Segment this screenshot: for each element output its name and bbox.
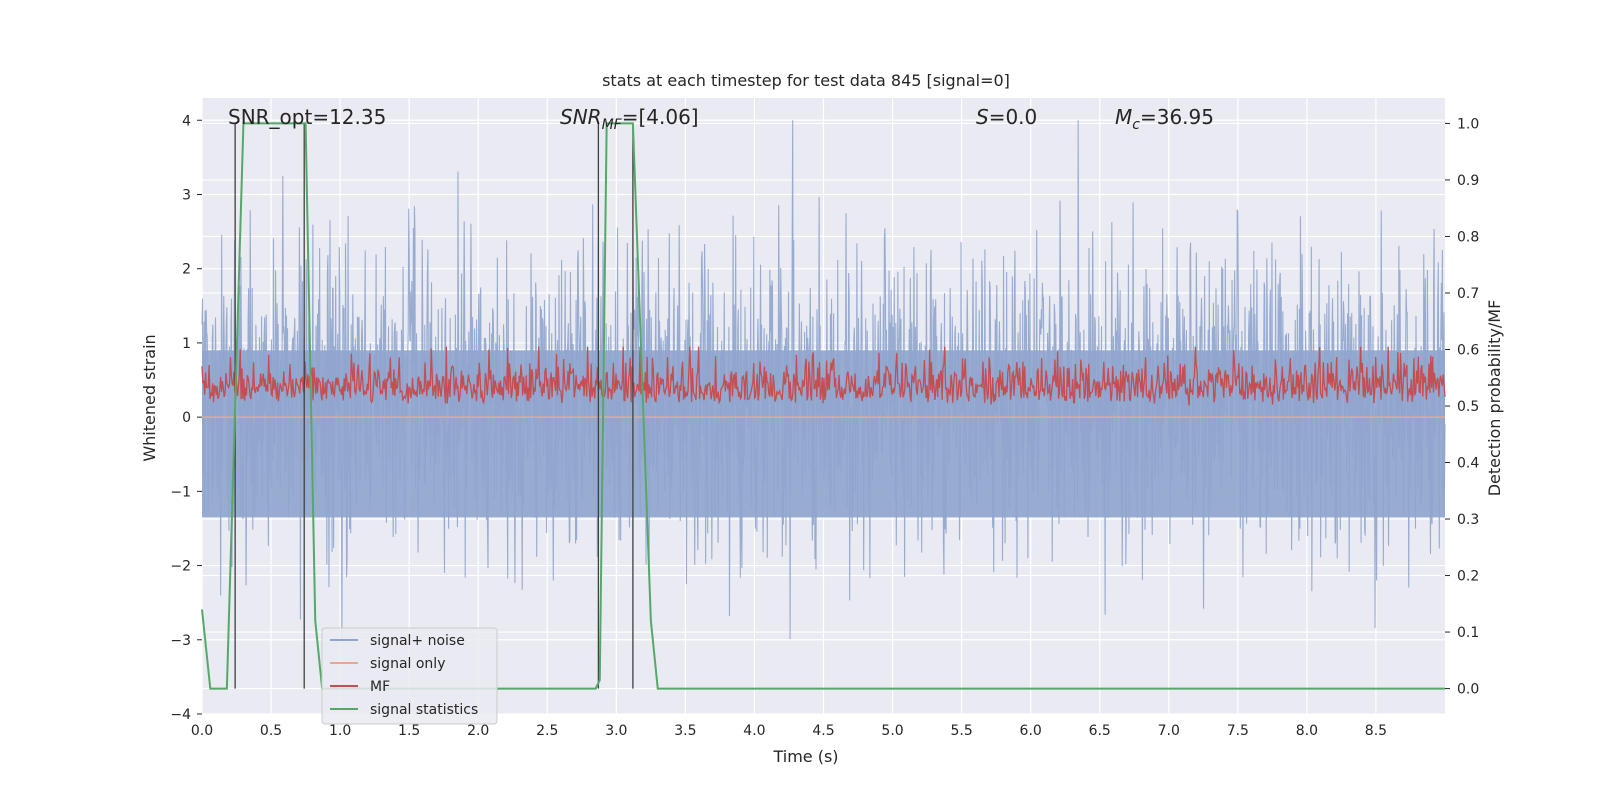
annotation-mc: Mc=36.95 (1115, 105, 1214, 133)
y2-tick-label: 0.6 (1457, 342, 1479, 358)
legend-box (321, 627, 498, 725)
mf-trace (201, 346, 1446, 406)
x-tick-label: 6.5 (1089, 723, 1111, 739)
annotation-mc-sub: c (1132, 117, 1140, 133)
x-tick-label: 7.0 (1158, 723, 1180, 739)
y-axis-ticks: 4 3 2 1 0 −1 −2 −3 −4 (170, 113, 202, 723)
y2-tick-label: 0.8 (1457, 229, 1479, 245)
annotation-snr-mf-value: =[4.06] (622, 105, 699, 129)
x-tick-label: 8.0 (1296, 723, 1318, 739)
x-tick-label: 0.0 (191, 723, 213, 739)
y2-tick-label: 0.1 (1457, 625, 1479, 641)
y-tick-label: −1 (170, 484, 191, 500)
y2-tick-label: 0.3 (1457, 512, 1479, 528)
y-tick-label: −2 (170, 559, 191, 575)
annotation-mc-value: =36.95 (1140, 105, 1214, 129)
y2-axis-ticks: 1.0 0.9 0.8 0.7 0.6 0.5 0.4 0.3 0.2 0.1 0.0 (1445, 116, 1479, 698)
x-tick-label: 8.5 (1365, 723, 1387, 739)
x-tick-label: 2.0 (467, 723, 489, 739)
x-tick-label: 1.5 (398, 723, 420, 739)
x-tick-label: 6.0 (1020, 723, 1042, 739)
x-tick-label: 5.0 (881, 723, 903, 739)
y-tick-label: 2 (182, 262, 191, 278)
annotation-snr-mf: SNRMF=[4.06] (560, 105, 699, 133)
x-tick-label: 7.5 (1227, 723, 1249, 739)
x-tick-label: 1.0 (329, 723, 351, 739)
annotation-s-value: =0.0 (989, 105, 1038, 129)
x-tick-label: 2.5 (536, 723, 558, 739)
y-tick-label: −4 (170, 707, 191, 723)
y-tick-label: 4 (182, 113, 191, 129)
y2-tick-label: 0.5 (1457, 399, 1479, 415)
legend-label-stats: signal statistics (370, 702, 478, 718)
x-tick-label: 3.5 (674, 723, 696, 739)
annotation-mc-name: M (1115, 105, 1132, 129)
annotation-s-name: S (976, 105, 989, 129)
x-tick-label: 5.5 (950, 723, 972, 739)
y2-tick-label: 0.4 (1457, 456, 1479, 472)
y-axis-label: Whitened strain (140, 334, 159, 461)
y-tick-label: 0 (182, 410, 191, 426)
x-axis-ticks: 0.0 0.5 1.0 1.5 2.0 2.5 3.0 3.5 4.0 4.5 5.0 5.5 6.0 6… (191, 723, 1387, 739)
y2-tick-label: 1.0 (1457, 116, 1479, 132)
y2-tick-label: 0.9 (1457, 173, 1479, 189)
y2-tick-label: 0.7 (1457, 286, 1479, 302)
y2-tick-label: 0.0 (1457, 682, 1479, 698)
series-mf (201, 346, 1446, 406)
annotation-s: S=0.0 (976, 105, 1037, 129)
annotation-snr-opt: SNR_opt=12.35 (228, 105, 386, 129)
legend-label-mf: MF (370, 679, 390, 695)
annotation-snr-mf-sub: MF (602, 117, 623, 133)
x-tick-label: 4.5 (812, 723, 834, 739)
x-tick-label: 4.0 (743, 723, 765, 739)
x-tick-label: 0.5 (260, 723, 282, 739)
legend-label-noise: signal+ noise (370, 633, 465, 649)
annotation-snr-mf-name: SNR (560, 105, 602, 129)
chart-title: stats at each timestep for test data 845… (602, 71, 1010, 90)
y2-axis-label: Detection probability/MF (1485, 300, 1504, 497)
x-axis-label: Time (s) (772, 747, 838, 766)
y-tick-label: 1 (182, 336, 191, 352)
y-tick-label: 3 (182, 187, 191, 203)
legend-label-signal: signal only (370, 656, 445, 672)
y-tick-label: −3 (170, 633, 191, 649)
y2-tick-label: 0.2 (1457, 569, 1479, 585)
x-tick-label: 3.0 (605, 723, 627, 739)
legend: signal+ noise signal only MF signal stat… (321, 627, 498, 725)
